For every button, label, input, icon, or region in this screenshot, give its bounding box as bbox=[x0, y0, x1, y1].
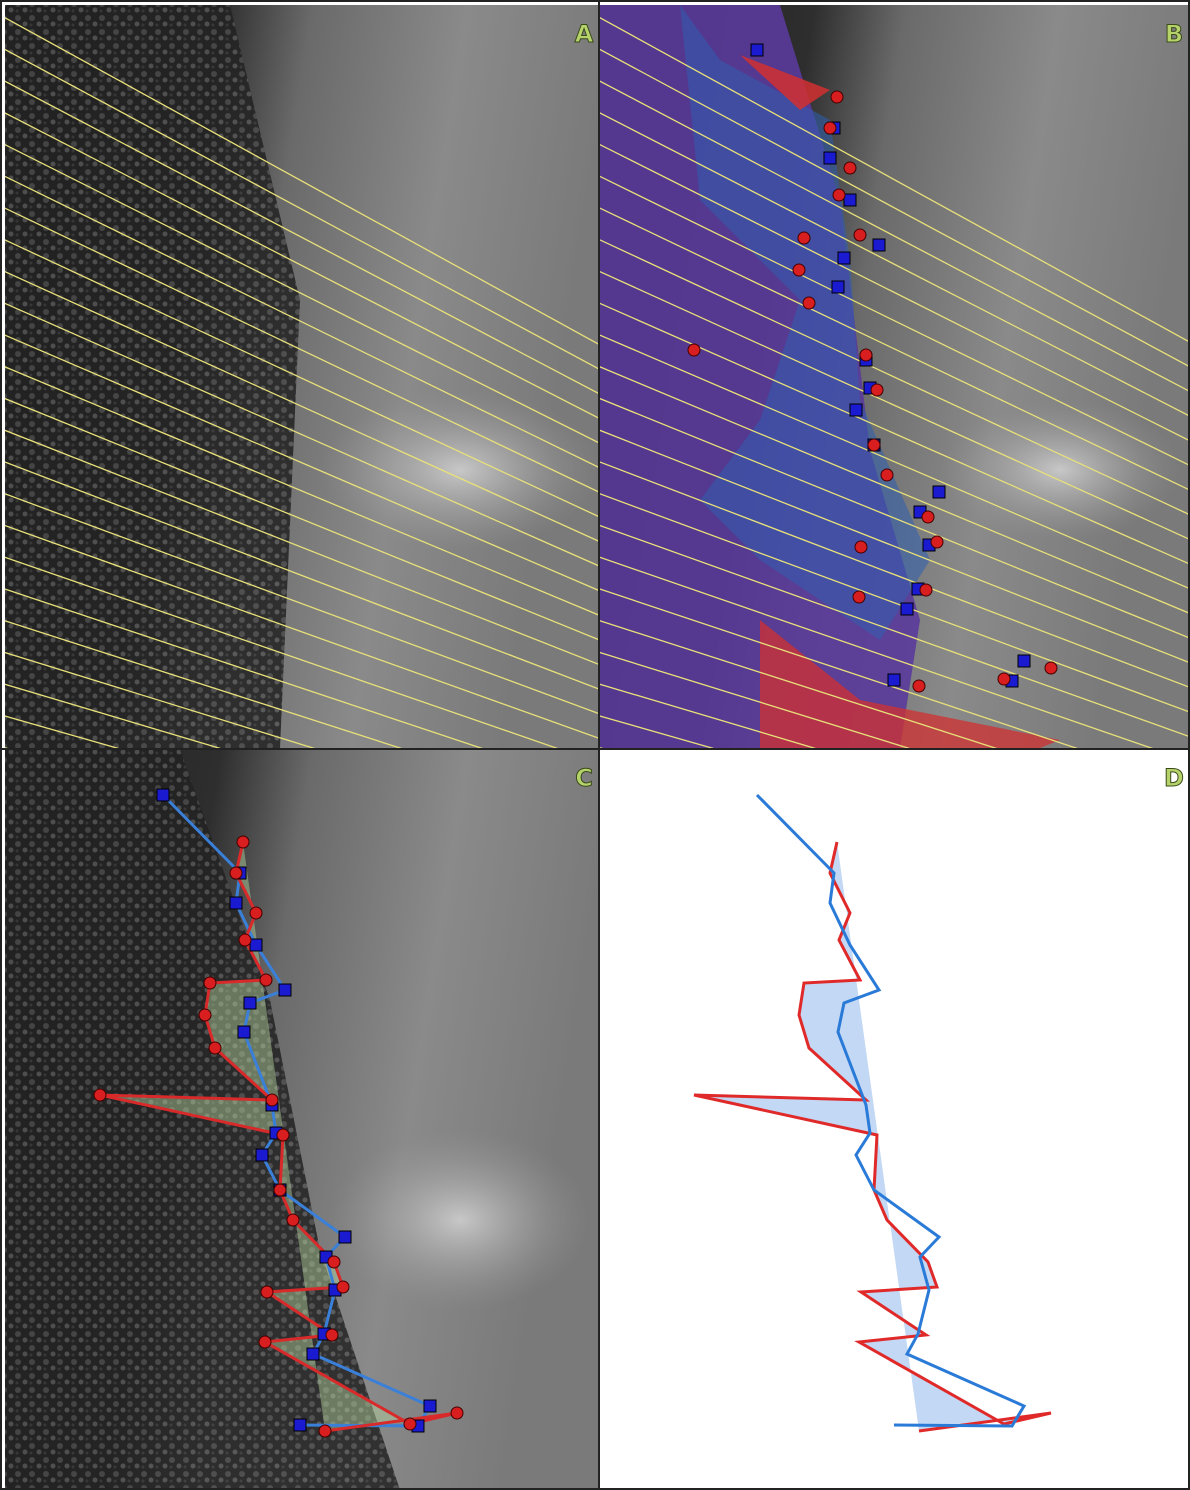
red-point bbox=[688, 344, 700, 356]
blue-point bbox=[307, 1348, 319, 1360]
red-point bbox=[853, 591, 865, 603]
blue-point bbox=[850, 404, 862, 416]
blue-point bbox=[832, 281, 844, 293]
blue-point bbox=[888, 674, 900, 686]
red-point bbox=[451, 1407, 463, 1419]
red-point bbox=[913, 680, 925, 692]
red-point bbox=[831, 91, 843, 103]
blue-point bbox=[250, 939, 262, 951]
red-point bbox=[199, 1009, 211, 1021]
blue-point bbox=[1018, 655, 1030, 667]
red-point bbox=[922, 511, 934, 523]
red-point bbox=[230, 867, 242, 879]
red-point bbox=[261, 1286, 273, 1298]
red-point bbox=[319, 1425, 331, 1437]
blue-point bbox=[279, 984, 291, 996]
panel-label: A bbox=[575, 20, 594, 48]
red-point bbox=[287, 1214, 299, 1226]
red-point bbox=[259, 1336, 271, 1348]
red-point bbox=[854, 229, 866, 241]
blue-point bbox=[873, 239, 885, 251]
blue-point bbox=[824, 152, 836, 164]
red-point bbox=[803, 297, 815, 309]
red-point bbox=[868, 439, 880, 451]
red-point bbox=[844, 162, 856, 174]
red-point bbox=[260, 974, 272, 986]
blue-point bbox=[157, 789, 169, 801]
red-point bbox=[209, 1042, 221, 1054]
red-point bbox=[237, 836, 249, 848]
red-point bbox=[266, 1094, 278, 1106]
red-point bbox=[337, 1281, 349, 1293]
red-point bbox=[250, 907, 262, 919]
red-point bbox=[931, 536, 943, 548]
red-point bbox=[274, 1184, 286, 1196]
red-point bbox=[860, 349, 872, 361]
red-point bbox=[871, 384, 883, 396]
red-point bbox=[239, 934, 251, 946]
panel-c bbox=[5, 750, 598, 1490]
blue-point bbox=[238, 1026, 250, 1038]
panel-label: B bbox=[1165, 20, 1183, 48]
red-point bbox=[824, 122, 836, 134]
red-point bbox=[920, 584, 932, 596]
blue-point bbox=[230, 897, 242, 909]
red-point bbox=[277, 1129, 289, 1141]
panel-label: D bbox=[1164, 764, 1184, 792]
panel-label: C bbox=[575, 764, 593, 792]
red-point bbox=[326, 1329, 338, 1341]
red-point bbox=[798, 232, 810, 244]
blue-point bbox=[838, 252, 850, 264]
blue-point bbox=[244, 997, 256, 1009]
blue-point bbox=[339, 1231, 351, 1243]
figure: A B C D bbox=[0, 0, 1190, 1490]
red-point bbox=[94, 1089, 106, 1101]
red-point bbox=[881, 469, 893, 481]
blue-point bbox=[256, 1149, 268, 1161]
blue-point bbox=[751, 44, 763, 56]
blue-point bbox=[294, 1419, 306, 1431]
red-point bbox=[793, 264, 805, 276]
red-point bbox=[998, 673, 1010, 685]
blue-point bbox=[933, 486, 945, 498]
blue-point bbox=[424, 1400, 436, 1412]
red-point bbox=[328, 1256, 340, 1268]
blue-point bbox=[901, 603, 913, 615]
red-point bbox=[855, 541, 867, 553]
red-point bbox=[204, 977, 216, 989]
panel-d bbox=[600, 750, 1190, 1490]
blue-point bbox=[844, 194, 856, 206]
red-point bbox=[1045, 662, 1057, 674]
red-point bbox=[833, 189, 845, 201]
red-point bbox=[404, 1418, 416, 1430]
